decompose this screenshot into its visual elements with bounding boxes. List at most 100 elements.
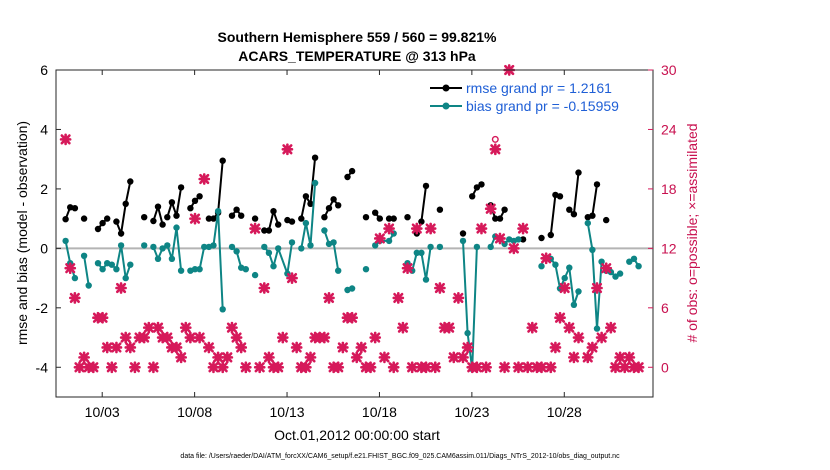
assimilated-point xyxy=(420,361,432,374)
assimilated-point xyxy=(517,222,529,235)
bias-point xyxy=(385,237,393,245)
bias-point xyxy=(413,249,420,256)
bias-point xyxy=(159,245,166,252)
assimilated-point xyxy=(221,351,234,364)
y-tick-label: 0 xyxy=(40,240,48,256)
bias-point xyxy=(201,243,208,251)
obs-count-series xyxy=(59,64,645,374)
rmse-point xyxy=(233,206,240,213)
assimilated-point xyxy=(119,331,132,344)
assimilated-point xyxy=(424,222,437,235)
assimilated-point xyxy=(193,331,206,344)
rmse-point xyxy=(330,196,337,203)
rmse-point xyxy=(589,212,596,219)
rmse-point xyxy=(104,215,111,222)
bias-line-segment xyxy=(83,255,90,286)
y-axis-left: -4 -2 0 2 4 6 xyxy=(36,62,61,375)
assimilated-point xyxy=(290,341,303,354)
assimilated-point xyxy=(507,242,520,255)
bias-point xyxy=(214,208,222,215)
rmse-point xyxy=(538,234,545,242)
bias-point xyxy=(141,242,148,249)
bias-point xyxy=(168,255,176,262)
assimilated-point xyxy=(618,361,631,374)
assimilated-point xyxy=(512,361,525,374)
bias-point xyxy=(127,261,134,268)
bias-point xyxy=(418,249,425,256)
rmse-point xyxy=(556,193,564,200)
bias-point xyxy=(191,266,199,273)
bias-point xyxy=(487,243,494,251)
y-axis-label: rmse and bias (model - observation) xyxy=(14,121,30,345)
rmse-point xyxy=(570,211,578,218)
rmse-point xyxy=(404,214,411,221)
data-file-annotation: data file: /Users/raeder/DAI/ATM_forcXX/… xyxy=(180,453,620,460)
bias-point xyxy=(122,274,129,282)
assimilated-point xyxy=(110,341,123,354)
assimilated-point xyxy=(78,351,90,364)
rmse-point xyxy=(122,200,129,207)
rmse-point xyxy=(459,230,467,237)
bias-point xyxy=(626,258,633,265)
y-tick-label: -4 xyxy=(36,359,49,375)
assimilated-point xyxy=(521,361,534,374)
assimilated-point xyxy=(498,361,511,374)
bias-point xyxy=(196,266,203,273)
rmse-point xyxy=(311,154,319,161)
rmse-point xyxy=(496,215,504,222)
y-right-tick-label: 30 xyxy=(661,62,677,78)
rmse-point xyxy=(473,184,481,191)
assimilated-point xyxy=(249,222,261,235)
rmse-point xyxy=(418,218,425,225)
legend-bias-label: bias grand pr = -0.15959 xyxy=(466,98,619,114)
rmse-point xyxy=(469,193,476,200)
bias-point xyxy=(630,255,638,262)
assimilated-point xyxy=(461,341,474,354)
assimilated-point xyxy=(600,262,613,275)
rmse-point xyxy=(196,193,203,200)
assimilated-point xyxy=(179,321,192,334)
bias-point xyxy=(427,243,434,251)
rmse-point xyxy=(348,167,356,175)
assimilated-point xyxy=(87,361,100,374)
rmse-point xyxy=(154,203,162,210)
assimilated-point xyxy=(101,341,114,354)
rmse-point xyxy=(376,215,383,222)
assimilated-point xyxy=(161,331,174,344)
rmse-point xyxy=(385,215,393,222)
assimilated-point xyxy=(447,351,460,364)
rmse-point xyxy=(219,157,226,164)
bias-point xyxy=(113,266,120,273)
rmse-line-segment xyxy=(166,187,183,218)
assimilated-point xyxy=(383,222,395,235)
rmse-point xyxy=(275,221,282,228)
assimilated-point xyxy=(443,321,455,334)
bias-point xyxy=(94,260,102,267)
assimilated-point xyxy=(59,133,72,146)
assimilated-point xyxy=(563,321,576,334)
bias-point xyxy=(99,266,106,273)
assimilated-point xyxy=(286,272,298,284)
rmse-point xyxy=(321,214,328,221)
assimilated-point xyxy=(378,351,391,364)
assimilated-point xyxy=(96,311,109,324)
rmse-point xyxy=(210,215,217,222)
rmse-point xyxy=(205,215,213,222)
assimilated-point xyxy=(202,341,215,354)
rmse-point xyxy=(298,215,305,222)
rmse-point xyxy=(80,215,88,222)
rmse-point xyxy=(141,214,148,221)
bias-point xyxy=(473,243,481,251)
y-tick-label: 6 xyxy=(40,62,48,78)
legend-bias-marker xyxy=(442,102,450,110)
bias-point xyxy=(422,276,430,283)
assimilated-point xyxy=(410,222,423,235)
x-axis-label: Oct.01,2012 00:00:00 start xyxy=(274,427,440,443)
assimilated-point xyxy=(216,361,229,374)
bias-point xyxy=(348,285,356,292)
bias-point xyxy=(85,282,92,289)
bias-line-segment xyxy=(374,232,395,247)
assimilated-point xyxy=(494,232,506,245)
bias-point xyxy=(575,288,582,295)
rmse-point xyxy=(127,178,134,185)
